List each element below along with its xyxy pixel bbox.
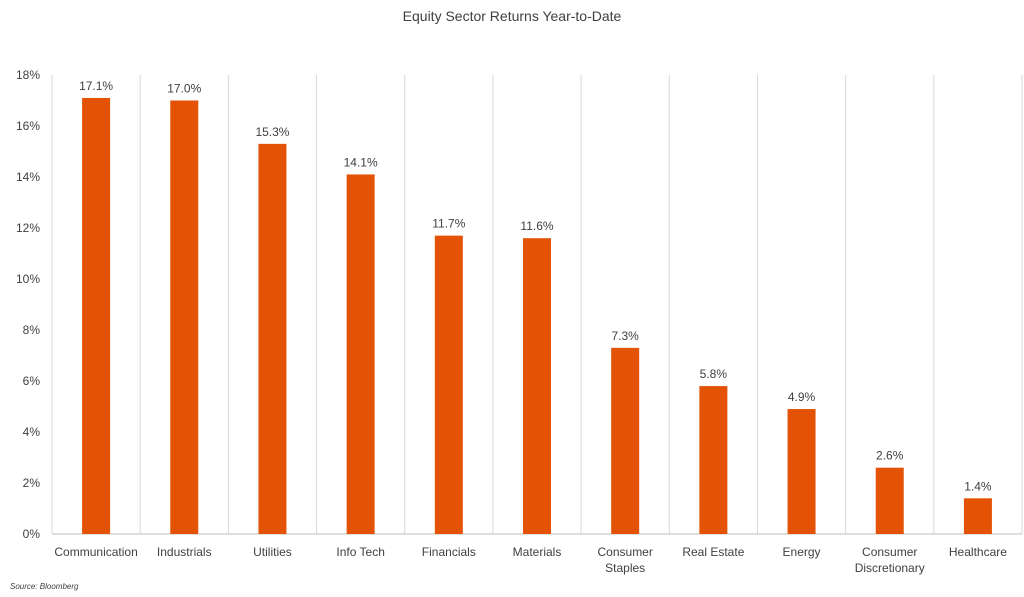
category-label: Materials <box>513 545 562 559</box>
data-label: 11.7% <box>432 217 465 231</box>
category-label: Real Estate <box>682 545 744 559</box>
data-label: 11.6% <box>520 219 553 233</box>
y-tick-label: 18% <box>16 68 40 82</box>
y-tick-label: 16% <box>16 119 40 133</box>
data-labels: 17.1% 17.0% 15.3% 14.1% 11.7% 11.6% 7.3% 5.8% 4.… <box>79 79 992 493</box>
bars <box>82 97 992 534</box>
chart-title: Equity Sector Returns Year-to-Date <box>402 8 622 24</box>
data-label: 2.6% <box>876 449 904 463</box>
category-label: Healthcare <box>949 545 1007 559</box>
category-label: Energy <box>783 545 821 559</box>
y-tick-label: 8% <box>23 323 41 337</box>
y-tick-label: 10% <box>16 272 40 286</box>
data-label: 15.3% <box>255 125 289 139</box>
grid-lines <box>51 75 1023 534</box>
bar <box>82 97 111 534</box>
data-label: 4.9% <box>788 390 816 404</box>
data-label: 14.1% <box>344 155 378 169</box>
y-tick-label: 4% <box>23 425 41 439</box>
data-label: 17.0% <box>167 82 201 96</box>
category-label: Communication <box>54 545 137 559</box>
y-axis: 0% 2% 4% 6% 8% 10% 12% 14% 16% 18% <box>16 68 1022 541</box>
data-label: 1.4% <box>964 479 992 493</box>
y-tick-label: 6% <box>23 374 41 388</box>
data-label: 7.3% <box>612 329 640 343</box>
bar <box>963 498 992 534</box>
category-label: Consumer Staples <box>598 545 653 575</box>
bar <box>787 409 816 534</box>
source-note: Source: Bloomberg <box>10 582 79 591</box>
bar <box>434 235 463 534</box>
y-tick-label: 2% <box>23 476 41 490</box>
data-label: 5.8% <box>700 367 728 381</box>
category-label: Consumer Discretionary <box>855 545 925 575</box>
y-tick-label: 12% <box>16 221 40 235</box>
y-tick-label: 14% <box>16 170 40 184</box>
data-label: 17.1% <box>79 79 113 93</box>
bar <box>258 143 287 534</box>
bar <box>170 100 199 534</box>
y-tick-label: 0% <box>23 527 41 541</box>
category-label: Industrials <box>157 545 212 559</box>
category-label: Utilities <box>253 545 292 559</box>
bar <box>523 238 551 534</box>
bar <box>875 467 904 534</box>
x-axis: Communication Industrials Utilities Info Te… <box>54 545 1007 575</box>
bar <box>611 347 640 534</box>
category-label: Financials <box>422 545 476 559</box>
bar <box>346 174 375 534</box>
category-label: Info Tech <box>336 545 384 559</box>
bar <box>699 386 728 534</box>
